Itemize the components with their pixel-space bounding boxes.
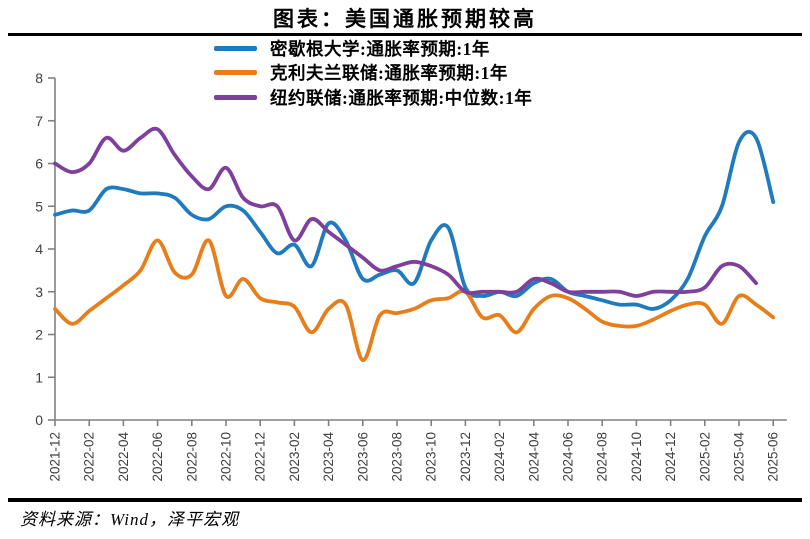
legend-swatch-cleveland	[214, 70, 257, 76]
x-tick-label: 2024-12	[663, 432, 678, 482]
legend-item-michigan: 密歇根大学:通胀率预期:1年	[214, 36, 532, 61]
x-tick-label: 2024-06	[561, 432, 576, 482]
x-tick-label: 2022-06	[150, 432, 165, 482]
x-axis-labels: 2021-12 2022-02 2022-04 2022-06 2022-08 2022-…	[48, 432, 781, 482]
x-tick-label: 2022-08	[184, 432, 199, 482]
x-tick-label: 2023-12	[458, 432, 473, 482]
x-tick-label: 2024-02	[492, 432, 507, 482]
x-tick-label: 2024-04	[526, 432, 541, 482]
x-tick-label: 2022-04	[116, 432, 131, 482]
x-tick-label: 2021-12	[48, 432, 63, 482]
x-tick-label: 2023-08	[390, 432, 405, 482]
x-tick-label: 2023-04	[321, 432, 336, 482]
x-tick-label: 2025-06	[766, 432, 781, 482]
x-tick-label: 2023-02	[287, 432, 302, 482]
series-michigan-line	[53, 129, 776, 311]
x-tick-label: 2022-02	[82, 432, 97, 482]
x-tick-label: 2023-06	[355, 432, 370, 482]
legend-label-cleveland: 克利夫兰联储:通胀率预期:1年	[270, 63, 508, 84]
bottom-divider	[8, 498, 802, 502]
legend-item-cleveland: 克利夫兰联储:通胀率预期:1年	[214, 61, 532, 86]
x-tick-label: 2025-04	[732, 432, 747, 482]
x-tick-label: 2024-10	[629, 432, 644, 482]
top-divider	[8, 33, 802, 36]
page-title: 图表：美国通胀预期较高	[273, 7, 537, 31]
axes	[48, 77, 787, 426]
x-tick-label: 2024-08	[595, 432, 610, 482]
series-nyfed-line	[53, 126, 758, 298]
y-axis-labels: 0 1 2 3 4 5 6 7 8	[35, 70, 43, 428]
y-tick-label: 1	[35, 369, 43, 385]
source-note: 资料来源：Wind，泽平宏观	[20, 510, 239, 529]
x-tick-label: 2023-10	[424, 432, 439, 482]
legend-swatch-nyfed	[214, 94, 257, 100]
y-tick-label: 8	[35, 70, 43, 86]
legend-label-michigan: 密歇根大学:通胀率预期:1年	[270, 38, 490, 59]
series-cleveland-line	[53, 238, 776, 363]
legend-label-nyfed: 纽约联储:通胀率预期:中位数:1年	[270, 87, 533, 108]
x-tick-label: 2022-10	[219, 432, 234, 482]
y-tick-label: 2	[35, 327, 43, 343]
legend-item-nyfed: 纽约联储:通胀率预期:中位数:1年	[214, 85, 532, 110]
legend: 密歇根大学:通胀率预期:1年 克利夫兰联储:通胀率预期:1年 纽约联储:通胀率预…	[214, 36, 532, 110]
legend-swatch-michigan	[214, 45, 257, 51]
y-tick-label: 7	[35, 113, 43, 129]
y-tick-label: 4	[35, 241, 43, 257]
y-tick-label: 5	[35, 198, 43, 214]
y-tick-label: 0	[35, 412, 43, 428]
y-tick-label: 3	[35, 284, 43, 300]
y-tick-label: 6	[35, 156, 43, 172]
x-tick-label: 2022-12	[253, 432, 268, 482]
x-tick-label: 2025-02	[697, 432, 712, 482]
